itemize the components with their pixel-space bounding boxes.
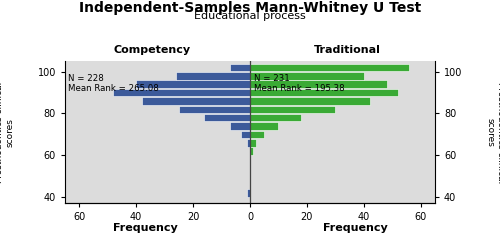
Bar xyxy=(242,131,250,138)
Bar xyxy=(250,114,301,122)
Text: N = 228
Mean Rank = 265.08: N = 228 Mean Rank = 265.08 xyxy=(68,74,158,93)
Bar xyxy=(136,80,250,88)
Bar xyxy=(250,72,364,80)
Text: Educational process: Educational process xyxy=(194,11,306,21)
Text: Independent-Samples Mann-Whitney U Test: Independent-Samples Mann-Whitney U Test xyxy=(79,1,421,15)
Bar xyxy=(250,106,336,113)
Bar xyxy=(250,64,410,71)
Bar xyxy=(230,122,250,130)
Bar xyxy=(250,122,278,130)
Text: Prosthodontics clinical
scores: Prosthodontics clinical scores xyxy=(0,82,14,183)
Bar xyxy=(230,64,250,71)
Text: Frequency: Frequency xyxy=(112,223,178,233)
Text: Competency: Competency xyxy=(114,45,191,55)
Bar xyxy=(247,189,250,197)
Bar xyxy=(179,106,250,113)
Bar xyxy=(250,80,386,88)
Bar xyxy=(176,72,250,80)
Bar xyxy=(247,139,250,147)
Text: Prosthodontics clinical
scores: Prosthodontics clinical scores xyxy=(486,82,500,183)
Bar xyxy=(250,147,253,155)
Bar xyxy=(250,97,370,105)
Bar xyxy=(250,89,398,96)
Text: N = 231
Mean Rank = 195.38: N = 231 Mean Rank = 195.38 xyxy=(254,74,345,93)
Bar xyxy=(142,97,250,105)
Text: Traditional: Traditional xyxy=(314,45,381,55)
Bar xyxy=(204,114,250,122)
Bar xyxy=(250,139,256,147)
Bar xyxy=(114,89,250,96)
Text: Frequency: Frequency xyxy=(322,223,388,233)
Bar xyxy=(250,131,264,138)
